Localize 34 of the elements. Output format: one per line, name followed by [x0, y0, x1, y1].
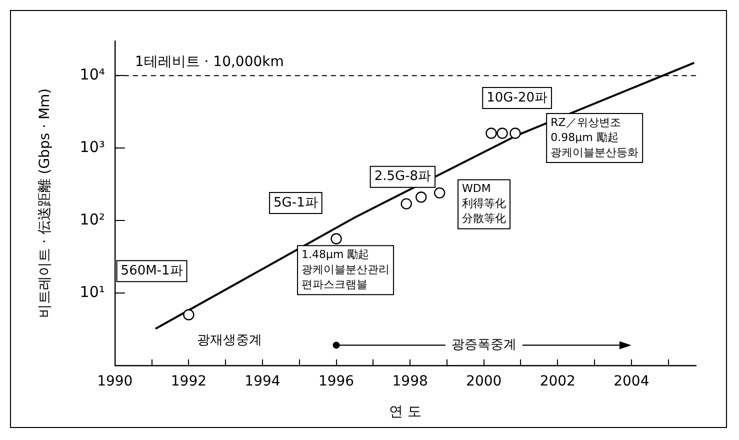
- x-tick-label: 1990: [97, 373, 133, 390]
- y-tick-label: 10¹: [80, 282, 105, 301]
- point: [416, 192, 427, 203]
- point: [400, 198, 412, 210]
- annotation: 利得等化: [462, 197, 506, 210]
- x-tick-label: 1998: [392, 373, 428, 390]
- point: [183, 309, 194, 320]
- x-tick-label: 1994: [244, 373, 280, 390]
- x-tick-label: 2002: [540, 373, 576, 390]
- annotation: RZ／위상변조 0.98μm 勵起 광케이블분산등화: [550, 116, 639, 159]
- annotation: 560M-1파: [120, 264, 183, 279]
- y-axis-title: 비트레이트 · 伝送距離 (Gbps · Mm): [37, 88, 54, 318]
- ref-line-label: 1테레비트 · 10,000km: [134, 54, 284, 70]
- annotation: 광재생중계: [196, 332, 262, 348]
- point: [330, 233, 342, 244]
- y-tick-label: 10³: [80, 138, 105, 156]
- point: [434, 187, 446, 199]
- y-tick-label: 10⁴: [80, 65, 105, 84]
- x-tick-label: 2000: [466, 373, 502, 390]
- x-tick-label: 1996: [318, 373, 354, 390]
- annotation: WDM: [462, 182, 491, 196]
- annotation: 1.48μm 勵起 광케이블분산관리 편파스크램블: [302, 248, 390, 291]
- x-axis-title: 연 도: [389, 404, 422, 420]
- y-tick-label: 10²: [80, 210, 105, 228]
- annotation: 10G-20파: [486, 90, 548, 106]
- x-tick-label: 2004: [614, 373, 650, 390]
- annotation: 2.5G-8파: [374, 169, 432, 184]
- point: [510, 128, 521, 139]
- annotation: 分散等化: [462, 212, 506, 226]
- point: [486, 128, 497, 139]
- annotation: 광증폭중계: [451, 338, 516, 353]
- x-tick-label: 1992: [170, 373, 207, 390]
- point: [496, 128, 508, 139]
- annotation: 5G-1파: [274, 195, 318, 210]
